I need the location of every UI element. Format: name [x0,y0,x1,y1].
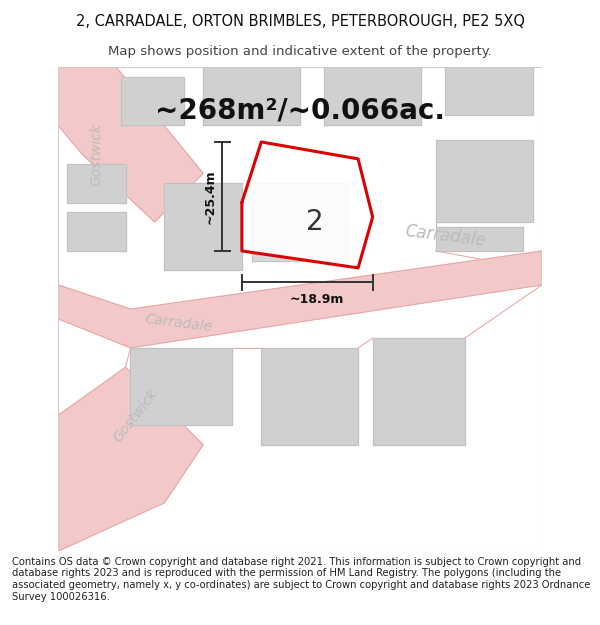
Polygon shape [67,212,125,251]
Polygon shape [203,67,300,125]
Text: Gostwick: Gostwick [89,122,104,186]
Text: ~268m²/~0.066ac.: ~268m²/~0.066ac. [155,96,445,124]
Text: ~25.4m: ~25.4m [204,169,217,224]
Polygon shape [130,348,232,425]
Text: Map shows position and indicative extent of the property.: Map shows position and indicative extent… [108,45,492,58]
Polygon shape [242,142,373,268]
Polygon shape [445,67,533,115]
Text: 2, CARRADALE, ORTON BRIMBLES, PETERBOROUGH, PE2 5XQ: 2, CARRADALE, ORTON BRIMBLES, PETERBOROU… [76,14,524,29]
Polygon shape [436,139,533,222]
Polygon shape [58,367,203,551]
Polygon shape [251,183,349,261]
Text: Carradale: Carradale [145,312,214,334]
Polygon shape [58,67,203,222]
Polygon shape [58,251,542,348]
Polygon shape [324,67,421,125]
Polygon shape [436,227,523,251]
Text: Gostwick: Gostwick [110,386,160,445]
Polygon shape [67,164,125,202]
Polygon shape [164,183,242,270]
Text: Carradale: Carradale [404,222,487,250]
Polygon shape [373,338,464,445]
Text: Contains OS data © Crown copyright and database right 2021. This information is : Contains OS data © Crown copyright and d… [12,557,590,601]
Polygon shape [261,348,358,445]
Text: ~18.9m: ~18.9m [290,293,344,306]
Text: 2: 2 [306,208,323,236]
Polygon shape [121,76,184,125]
